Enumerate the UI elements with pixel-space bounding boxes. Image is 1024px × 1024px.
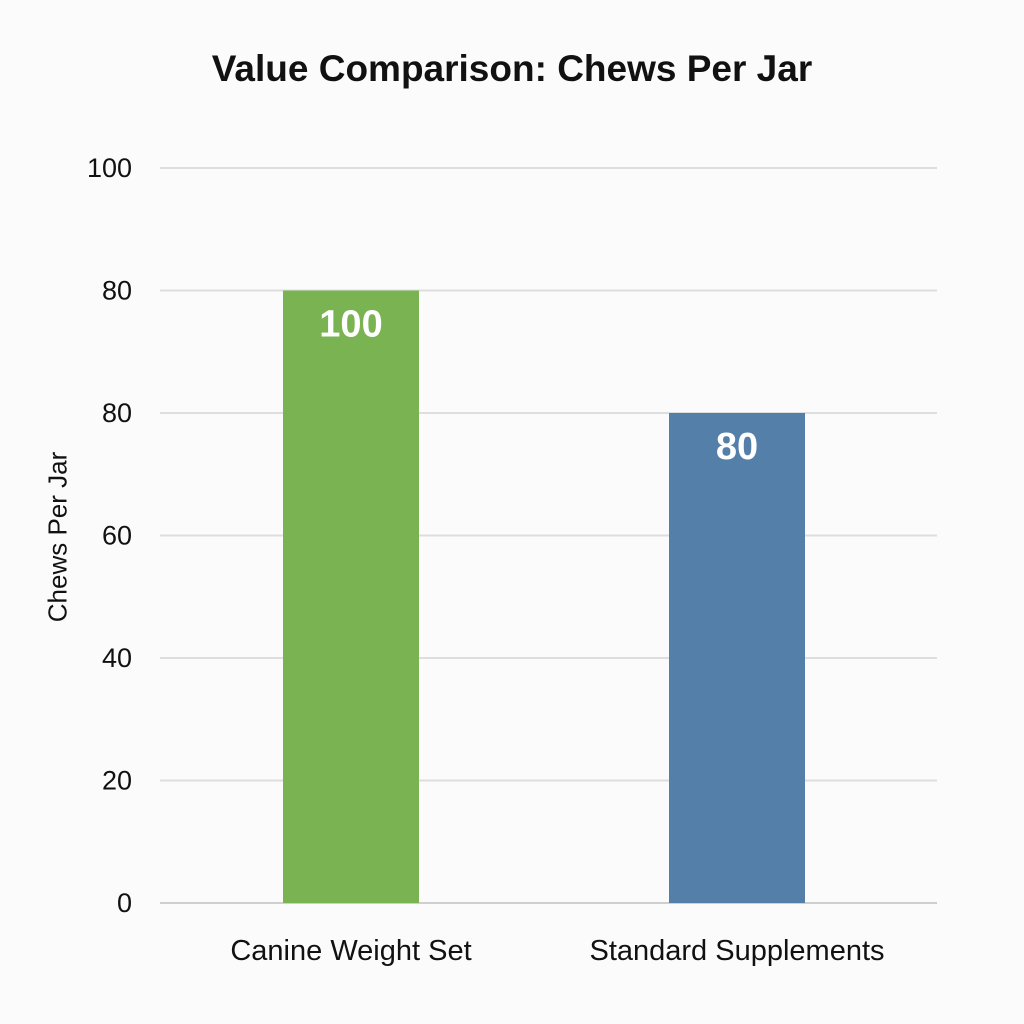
y-tick-label: 80: [102, 276, 132, 306]
y-tick-label: 40: [102, 643, 132, 673]
bar: [283, 290, 419, 903]
y-tick-label: 100: [87, 153, 132, 183]
x-tick-label: Canine Weight Set: [230, 935, 471, 967]
data-label: 80: [716, 426, 758, 468]
y-tick-label: 0: [117, 888, 132, 918]
x-tick-label: Standard Supplements: [589, 935, 884, 967]
y-tick-label: 80: [102, 398, 132, 428]
bar: [669, 413, 805, 903]
y-tick-label: 20: [102, 766, 132, 796]
y-tick-label: 60: [102, 521, 132, 551]
data-label: 100: [319, 304, 382, 346]
chart-title: Value Comparison: Chews Per Jar: [211, 48, 813, 89]
